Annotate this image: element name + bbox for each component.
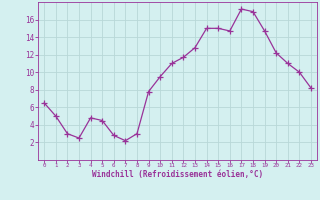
X-axis label: Windchill (Refroidissement éolien,°C): Windchill (Refroidissement éolien,°C)	[92, 170, 263, 179]
